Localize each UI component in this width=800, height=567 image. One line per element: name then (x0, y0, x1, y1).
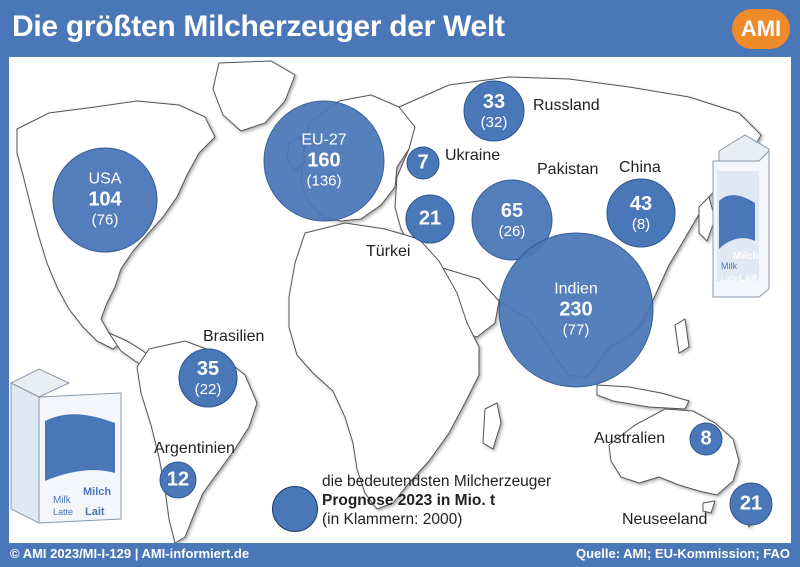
tuerkei-value: 21 (418, 207, 442, 230)
carton-right-latte: Latte (721, 274, 739, 283)
bubble-label-china: 43 (8) (630, 193, 652, 233)
bubble-argentinien (159, 461, 197, 499)
bubble-label-brasilien: 35 (22) (195, 358, 222, 398)
bubble-label-eu27: EU-27 160 (136) (301, 132, 346, 191)
japan-shape (698, 196, 716, 242)
label-ukraine: Ukraine (445, 147, 501, 164)
argentinien-value: 12 (166, 468, 190, 491)
carton-left-milk: Milk (53, 495, 72, 506)
usa-value: 104 (88, 189, 122, 212)
carton-left-lait: Lait (85, 506, 105, 518)
world-map: USA 104 (76) EU-27 160 (136) 33 (32) 7 2… (9, 57, 791, 543)
africa-shape (288, 222, 480, 510)
carton-right-milch: Milch (733, 251, 759, 262)
label-brasilien: Brasilien (203, 328, 265, 345)
tasmania-shape (702, 500, 716, 514)
indien-name: Indien (554, 280, 598, 298)
legend-circle (272, 486, 318, 532)
legend-line-2: Prognose 2023 in Mio. t (322, 492, 496, 509)
indien-value: 230 (559, 299, 593, 322)
label-australien: Australien (594, 430, 666, 447)
usa-name: USA (88, 170, 122, 188)
carton-right-milk: Milk (721, 261, 737, 271)
bubble-china (606, 178, 676, 248)
label-china: China (619, 159, 661, 176)
world-map-shapes (16, 60, 773, 543)
australien-value: 8 (700, 427, 712, 450)
neuseeland-value: 21 (739, 492, 763, 515)
bubble-usa (52, 147, 158, 253)
usa-old: (76) (91, 212, 119, 230)
milk-carton-right: Milk Milch Latte Lait (712, 134, 770, 298)
indonesia-shape (596, 384, 690, 410)
bubble-label-usa: USA 104 (76) (88, 171, 121, 230)
brasilien-old: (22) (194, 380, 222, 398)
bubble-label-tuerkei: 21 (419, 208, 441, 231)
bubble-ukraine (406, 146, 440, 180)
bubble-neuseeland (729, 482, 773, 526)
bubble-label-pakistan: 65 (26) (499, 200, 526, 240)
bubble-pakistan (471, 179, 553, 261)
bubble-label-australien: 8 (700, 428, 711, 451)
bubble-label-argentinien: 12 (167, 469, 189, 492)
label-argentinien: Argentinien (154, 440, 235, 457)
bubble-tuerkei (405, 194, 455, 244)
carton-right-lait: Lait (739, 273, 757, 284)
australia-shape (608, 408, 740, 496)
label-neuseeland: Neuseeland (622, 511, 708, 528)
legend-line-1: die bedeutendsten Milcherzeuger (322, 473, 552, 490)
bubble-label-ukraine: 7 (417, 152, 428, 175)
footer-copyright: © AMI 2023/MI-I-129 | AMI-informiert.de (10, 546, 250, 561)
greenland-shape (212, 60, 296, 132)
ukraine-value: 7 (417, 151, 429, 174)
legend-line-3: (in Klammern: 2000) (322, 511, 463, 528)
footer-source: Quelle: AMI; EU-Kommission; FAO (575, 546, 790, 561)
philippines-shape (674, 318, 690, 354)
ami-logo: AMI (732, 9, 790, 49)
russland-value: 33 (482, 90, 506, 113)
bubble-label-neuseeland: 21 (740, 493, 762, 516)
production-bubbles (52, 80, 773, 526)
legend: die bedeutendsten Milcherzeuger Prognose… (322, 472, 551, 529)
indien-old: (77) (562, 322, 590, 340)
bubble-australien (689, 422, 723, 456)
madagascar-shape (482, 402, 502, 450)
brasilien-value: 35 (196, 357, 220, 380)
page-title: Die größten Milcherzeuger der Welt (12, 10, 505, 43)
eu27-value: 160 (307, 150, 341, 173)
carton-left-latte: Latte (53, 507, 73, 517)
milk-carton-left: Milk Milch Latte Lait (9, 368, 122, 524)
bubble-label-russland: 33 (32) (481, 91, 508, 131)
china-old: (8) (631, 215, 651, 233)
bubble-russland (463, 80, 525, 142)
pakistan-value: 65 (500, 199, 524, 222)
bubble-indien (498, 232, 654, 388)
label-russland: Russland (533, 97, 600, 114)
bubble-brasilien (178, 348, 238, 408)
bubble-eu27 (263, 100, 385, 222)
china-value: 43 (629, 192, 653, 215)
label-tuerkei: Türkei (366, 243, 411, 260)
russland-old: (32) (480, 113, 508, 131)
bubble-label-indien: Indien 230 (77) (554, 281, 598, 340)
eu27-name: EU-27 (301, 131, 347, 149)
carton-left-milch: Milch (83, 486, 111, 498)
pakistan-old: (26) (498, 222, 526, 240)
eu27-old: (136) (306, 173, 342, 191)
label-pakistan: Pakistan (537, 161, 599, 178)
